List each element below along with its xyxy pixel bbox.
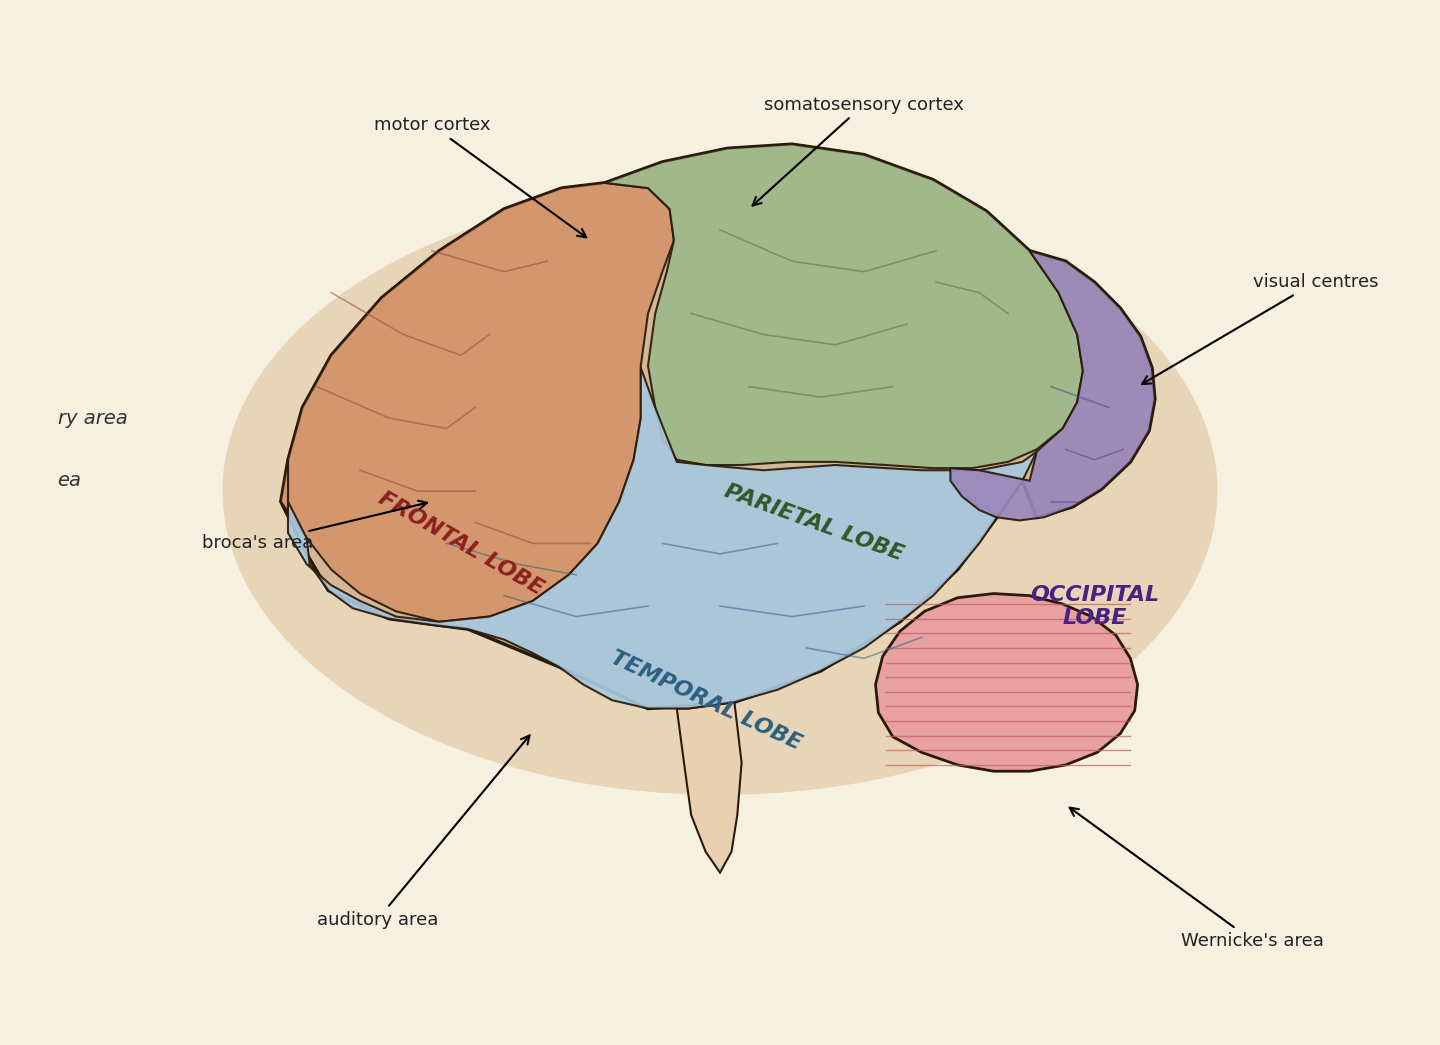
Text: Wernicke's area: Wernicke's area [1070, 808, 1323, 950]
Text: motor cortex: motor cortex [374, 116, 586, 237]
Polygon shape [281, 183, 674, 622]
Polygon shape [950, 251, 1155, 520]
Polygon shape [677, 702, 742, 873]
Text: broca's area: broca's area [202, 501, 428, 553]
Polygon shape [281, 144, 1155, 709]
Text: OCCIPITAL
LOBE: OCCIPITAL LOBE [1030, 584, 1159, 628]
Polygon shape [605, 144, 1083, 468]
Polygon shape [288, 368, 1037, 709]
Text: FRONTAL LOBE: FRONTAL LOBE [374, 488, 547, 599]
Text: auditory area: auditory area [317, 736, 530, 929]
Text: TEMPORAL LOBE: TEMPORAL LOBE [606, 647, 805, 753]
Text: PARIETAL LOBE: PARIETAL LOBE [721, 481, 906, 564]
Text: somatosensory cortex: somatosensory cortex [753, 95, 963, 206]
Polygon shape [876, 594, 1138, 771]
Text: ry area: ry area [58, 409, 127, 427]
Text: visual centres: visual centres [1142, 273, 1378, 385]
Ellipse shape [223, 188, 1217, 794]
Text: ea: ea [58, 471, 82, 490]
